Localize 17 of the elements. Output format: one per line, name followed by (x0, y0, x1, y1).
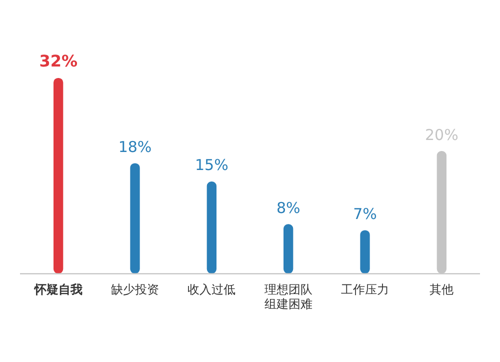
x-tick-label: 收入过低 (188, 282, 236, 297)
data-label: 32% (39, 51, 78, 70)
data-label: 20% (424, 126, 458, 144)
x-tick-label: 怀疑自我 (33, 282, 82, 297)
bar (284, 224, 294, 274)
x-tick-label: 理想团队组建困难 (264, 282, 312, 311)
data-label: 7% (353, 204, 377, 223)
x-tick-label: 缺少投资 (111, 282, 159, 297)
x-tick-label: 工作压力 (341, 282, 389, 297)
bar (206, 182, 216, 274)
bar (54, 78, 64, 274)
data-label: 18% (118, 138, 152, 156)
bar (360, 230, 370, 274)
bar (130, 163, 140, 274)
x-tick-label: 其他 (430, 282, 454, 297)
data-label: 15% (194, 156, 228, 174)
data-label: 8% (276, 198, 300, 217)
